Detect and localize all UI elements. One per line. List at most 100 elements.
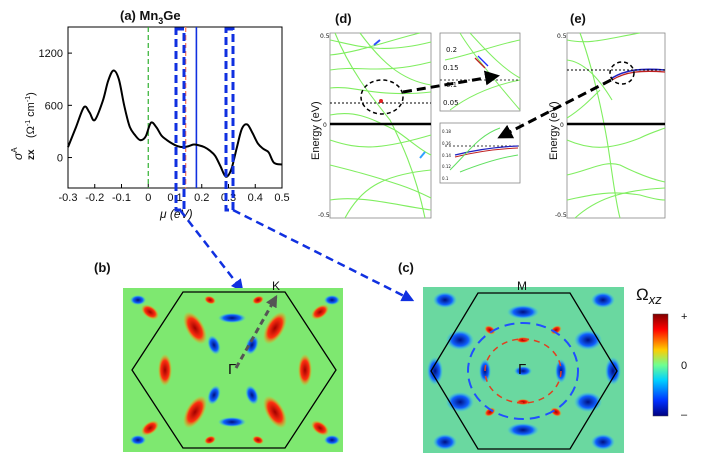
c-blobs-blob-18: [514, 366, 532, 376]
b-blobs-blob-6: [218, 313, 246, 323]
panel-d: (d) 0.5 0 -0.5 Energy (eV): [310, 11, 432, 219]
band-e-5: [566, 192, 666, 201]
inset-bottom-band-green1: [449, 127, 501, 171]
band-d-9: [329, 198, 432, 211]
panel-b-gamma-k-arrow: [234, 294, 278, 369]
panel-a-title: (a) Mn3Ge: [120, 8, 181, 26]
colorbar-minus: –: [681, 409, 688, 421]
b-blobs-blob-13: [245, 335, 259, 355]
panel-a-vlines: [147, 27, 198, 188]
panel-b-label: (b): [94, 260, 111, 275]
b-blobs-blob-11: [311, 420, 329, 436]
panel-e-highlight-circle: [609, 61, 635, 85]
inset-top-red: [474, 57, 486, 69]
arrow-to-panel-c: [232, 208, 415, 302]
inset-bottom-tick-4: 0.1: [442, 176, 449, 181]
panel-e-frame: [566, 32, 666, 219]
sigma-curve: [67, 69, 283, 178]
b-blobs-blob-4: [158, 354, 172, 386]
a-xtick-label: 0.4: [248, 192, 263, 204]
a-ytick-label: 0: [57, 153, 63, 165]
crossing-highlight-circle: [360, 79, 404, 115]
band-d-2: [329, 61, 432, 71]
c-blobs-blob-11: [550, 325, 562, 335]
c-blobs-blob-7: [591, 292, 615, 308]
panel-e: (e) 0.5 0 -0.5 Energy (eV): [548, 11, 666, 219]
b-blobs-blob-10: [141, 420, 159, 436]
panel-d-bands: [329, 32, 432, 219]
band-e-6: [574, 187, 666, 219]
band-d-blue-segment: [373, 39, 381, 46]
panel-a-xlabel: μ (eV): [159, 207, 193, 221]
b-blobs-blob-2: [183, 395, 207, 429]
arrow-to-inset-top: [402, 70, 500, 94]
d-ytick-mid: 0: [323, 122, 327, 129]
inset-top-tick-1: 0.15: [443, 64, 459, 72]
c-blobs-blob-10: [484, 325, 496, 335]
selection-box-right: [224, 27, 235, 212]
b-blobs-blob-22: [204, 435, 216, 445]
colorbar-gradient: [652, 313, 669, 417]
b-blobs-blob-16: [130, 295, 146, 305]
colorbar-zero: 0: [681, 360, 687, 372]
panel-d-label: (d): [335, 11, 352, 26]
inset-bottom-tick-0: 0.18: [442, 129, 451, 134]
band-d-cyan-segment: [419, 151, 426, 159]
panel-c-brillouin-zone: [430, 292, 618, 450]
c-blobs-blob-12: [484, 407, 496, 417]
b-blobs-blob-1: [263, 311, 287, 345]
inset-top-band-1: [469, 32, 521, 79]
b-blobs-blob-7: [218, 417, 246, 427]
inset-bottom-tick-2: 0.14: [442, 153, 451, 158]
d-ytick-top: 0.5: [320, 33, 330, 40]
inset-bottom-band-blue: [454, 145, 519, 156]
selection-box-left: [174, 27, 186, 212]
c-blobs-blob-6: [433, 292, 457, 308]
c-blobs-blob-9: [591, 434, 615, 450]
b-blobs-blob-19: [324, 435, 340, 445]
panel-c-ring-outer: [467, 322, 579, 420]
band-d-5: [359, 32, 432, 86]
band-d-0: [329, 39, 432, 49]
b-blobs-blob-21: [252, 295, 264, 305]
panel-b-gamma-label: Γ: [228, 361, 236, 378]
b-blobs-blob-23: [252, 435, 264, 445]
colorbar: Ωxz + 0 –: [636, 285, 688, 421]
c-blobs-blob-20: [605, 357, 621, 385]
band-d-3: [334, 32, 426, 219]
c-blobs-blob-8: [433, 434, 457, 450]
inset-bottom-band-red: [454, 147, 519, 158]
inset-top-band-2: [444, 39, 521, 61]
band-d-8: [344, 169, 432, 219]
panel-c-m-label: M: [517, 279, 527, 293]
a-xtick-label: -0.1: [112, 192, 131, 204]
band-d-1: [329, 32, 421, 56]
a-xtick-label: 0.2: [194, 192, 209, 204]
panel-b-texture: [130, 295, 340, 445]
band-e-3: [566, 127, 666, 148]
b-blobs-blob-5: [298, 354, 312, 386]
b-blobs-blob-14: [207, 385, 221, 405]
inset-top-band-3: [449, 79, 521, 111]
panel-c-ring-inner: [484, 338, 562, 404]
inset-top-frame: [439, 32, 521, 112]
a-ytick-label: 600: [45, 100, 63, 112]
band-d-6: [329, 134, 432, 148]
band-e-2: [566, 59, 613, 101]
inset-bottom-tick-1: 0.16: [442, 141, 451, 146]
panel-b-k-label: K: [272, 279, 280, 293]
band-e-4: [566, 163, 666, 183]
panel-a-ylabel: σA: [10, 147, 25, 160]
c-blobs-blob-19: [427, 357, 443, 385]
a-xtick-label: -0.2: [85, 192, 104, 204]
inset-top: 0.2 0.15 0.1 0.05: [439, 32, 521, 112]
e-ytick-bot: -0.5: [555, 212, 567, 219]
colorbar-title: Ωxz: [636, 285, 662, 307]
e-ytick-mid: 0: [560, 122, 564, 129]
e-ytick-top: 0.5: [557, 33, 567, 40]
b-blobs-blob-18: [130, 435, 146, 445]
arrow-to-panel-b: [179, 209, 244, 292]
d-ytick-bot: -0.5: [318, 212, 330, 219]
panel-b-brillouin-zone: [131, 291, 337, 449]
a-xtick-label: 0: [145, 192, 151, 204]
